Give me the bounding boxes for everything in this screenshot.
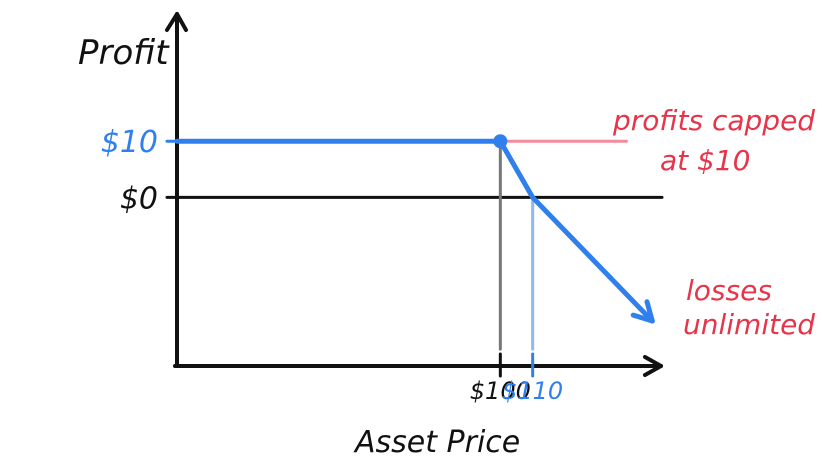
annotation-losses: losses (686, 274, 772, 307)
annotation-unlimited: unlimited (683, 308, 815, 341)
y-tick-label-0: $10 (101, 125, 158, 160)
x-tick-label-0: $100 (470, 377, 531, 405)
x-axis-title: Asset Price (353, 425, 520, 460)
kink-marker-0 (493, 134, 508, 149)
annotation-profits-capped: profits capped (612, 104, 815, 137)
x-tick-label-1: $110 (502, 377, 563, 405)
series-line-payoff (174, 138, 655, 324)
annotation-at-10: at $10 (660, 144, 750, 177)
y-axis-arrowhead (165, 12, 188, 32)
y-tick-label-1: $0 (120, 181, 158, 216)
x-axis-arrowhead (643, 355, 663, 377)
y-axis-title: Profit (78, 33, 170, 73)
series-arrowhead-payoff (630, 299, 655, 324)
